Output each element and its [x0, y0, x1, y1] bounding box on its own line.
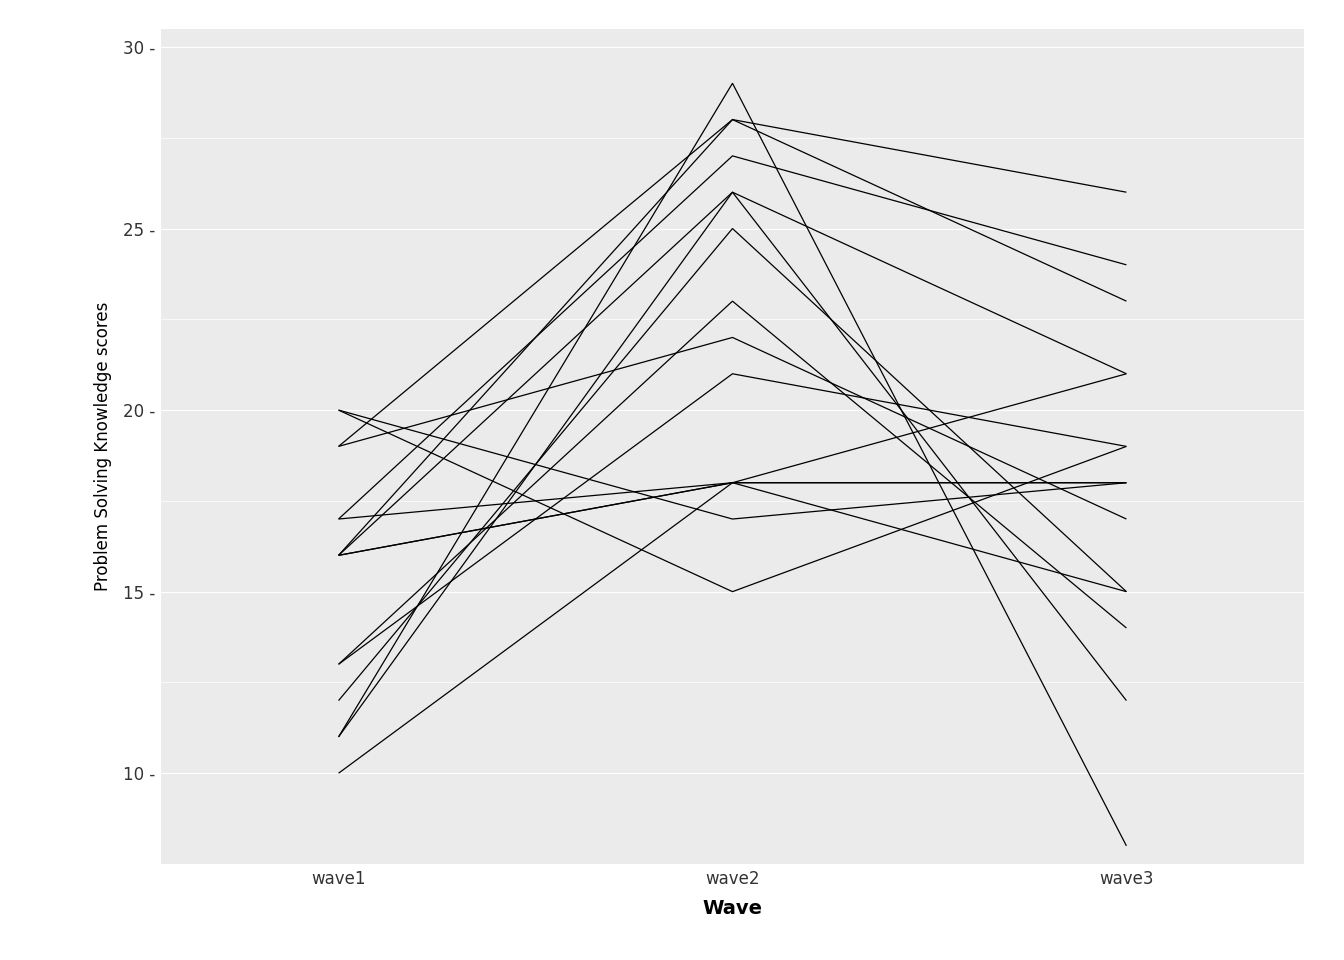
X-axis label: Wave: Wave: [703, 899, 762, 918]
Y-axis label: Problem Solving Knowledge scores: Problem Solving Knowledge scores: [94, 301, 113, 591]
